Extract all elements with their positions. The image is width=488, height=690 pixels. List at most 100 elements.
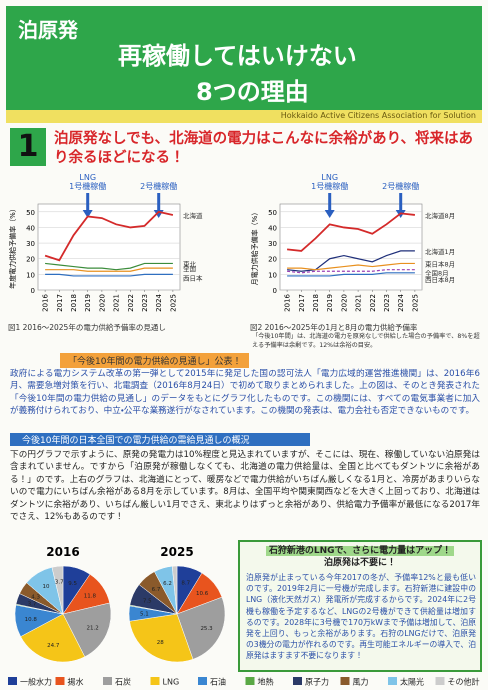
pie-slice [51, 565, 64, 615]
series-label: 北海道 [183, 211, 203, 220]
x-tick-label: 2020 [340, 294, 348, 312]
pie-chart: 2025 8.7 10.6 25.3 28 5.1 7.56.76.2 [128, 545, 226, 663]
series-label: 全国 [183, 264, 196, 273]
header-bar: Hokkaido Active Citizens Association for… [6, 110, 482, 123]
x-tick-label: 2016 [42, 293, 50, 311]
legend-swatch [245, 677, 255, 685]
legend-swatch [293, 677, 302, 685]
slice-label: 6.7 [152, 587, 161, 593]
annotation: 2号機稼働 [140, 181, 177, 191]
x-tick-label: 2021 [113, 294, 121, 312]
bar2-text: 今後10年間の日本全国での電力供給の需給見通しの概況 [22, 436, 250, 446]
y-tick-label: 0 [31, 287, 35, 295]
series-label: 全国8月 [425, 269, 449, 278]
y-tick-label: 30 [26, 240, 35, 248]
slice-label: 11.8 [84, 593, 97, 599]
legend-swatch [150, 677, 160, 685]
y-tick-label: 10 [268, 271, 277, 279]
slice-label: 3.7 [55, 580, 64, 586]
series-line [287, 262, 415, 271]
x-tick-label: 2017 [56, 294, 64, 312]
slice-label: 3.7 [28, 602, 37, 608]
annotation-arrowhead [82, 210, 93, 218]
note: 「今後10年間」は、北海道の電力を原発なしで供給した場合の予備率で、8%を超える… [252, 333, 480, 349]
legend-swatch [388, 677, 397, 685]
annotation: 1号機稼働 [69, 181, 106, 191]
legend-swatch [340, 677, 350, 685]
paragraph: 下の円グラフで示すように、原発の発電力は10%程度と見込まれていますが、そこには… [10, 450, 480, 523]
x-tick-label: 2022 [369, 294, 377, 312]
pie-slice [129, 613, 194, 663]
legend-swatch [198, 677, 207, 685]
line-chart: 0 10 20 30 40 50 2016 2017 2018 2019 2020 2021 2022 2… [250, 173, 455, 332]
series-label: 北海道8月 [425, 211, 455, 220]
legend: 一般水力 揚水 石炭 LNG 石油 地熱 原子力 風力 太陽光 その他計 [8, 677, 480, 687]
caption: 図2 2016～2025年の1月と8月の電力供給予備率 [250, 322, 418, 332]
y-tick-label: 20 [26, 256, 35, 264]
y-tick-label: 40 [26, 224, 35, 232]
x-tick-label: 2024 [397, 293, 405, 311]
x-tick-label: 2024 [155, 293, 163, 311]
slice-label: 8.7 [181, 581, 190, 587]
pie-chart: 2016 9.5 11.8 21.2 24.7 10.8 3.7 4.310 3.7 [14, 545, 112, 663]
x-tick-label: 2018 [70, 294, 78, 312]
pie-slice [176, 596, 226, 660]
legend-label: 風力 [353, 677, 369, 687]
bar2: 今後10年間の日本全国での電力供給の需給見通しの概況 [10, 433, 310, 446]
section-number: 1 [10, 128, 46, 166]
legend-label: 石炭 [115, 677, 131, 687]
slice-label: 10.6 [196, 591, 209, 597]
section-heading: 泊原発なしでも、北海道の電力はこんなに余裕があり、将来はあり余るほどになる！ [54, 131, 474, 166]
box-text: 泊原発が止まっている今年2017の冬が、予備率12%と最も低いのです。2019年… [246, 573, 476, 661]
pie-slice [62, 602, 112, 658]
label-box: 「今後10年間の電力供給の見通し」公表！ [60, 353, 250, 368]
x-tick-label: 2017 [298, 294, 306, 312]
y-axis-label: 年度電力供給予備率（%） [8, 205, 17, 289]
series-label: 西日本 [183, 273, 203, 282]
legend-label: 揚水 [68, 677, 84, 687]
slice-label: 24.7 [47, 643, 60, 649]
box: 石狩新港のLNGで、さらに電力量はアップ！ 泊原発は不要に！ 泊原発が止まってい… [238, 540, 482, 672]
slice-label: 6.2 [163, 581, 172, 587]
caption: 図1 2016～2025年の電力供給予備率の見通し [8, 322, 166, 332]
bar-text: Hokkaido Active Citizens Association for… [280, 111, 476, 120]
x-tick-label: 2021 [355, 294, 363, 312]
annotation: LNG [79, 173, 96, 182]
x-tick-label: 2025 [169, 294, 177, 312]
series-label: 東北 [183, 259, 197, 268]
series-line [287, 212, 415, 252]
y-tick-label: 30 [268, 240, 277, 248]
annotation: LNG [321, 173, 338, 182]
x-tick-label: 2023 [383, 294, 391, 312]
y-tick-label: 40 [268, 224, 277, 232]
series-line [44, 210, 174, 262]
y-tick-label: 10 [26, 271, 35, 279]
x-tick-label: 2019 [84, 294, 92, 312]
box-title-line: 石狩新港のLNGで、さらに電力量はアップ！ [265, 546, 455, 556]
legend-label: LNG [163, 678, 180, 687]
legend-swatch [55, 677, 65, 685]
series-line [45, 267, 173, 272]
box-title-line: 泊原発は不要に！ [323, 558, 396, 568]
slice-label: 28 [157, 640, 164, 646]
series-label: 北海道1月 [425, 247, 455, 256]
y-tick-label: 20 [268, 256, 277, 264]
legend-swatch [8, 677, 17, 685]
x-tick-label: 2025 [411, 294, 419, 312]
x-tick-label: 2023 [141, 294, 149, 312]
slice-label: 5.1 [140, 612, 149, 618]
x-tick-label: 2018 [312, 294, 320, 312]
x-tick-label: 2016 [284, 293, 292, 311]
series-line [287, 272, 415, 277]
pie-slice [171, 565, 178, 615]
y-tick-label: 0 [273, 287, 277, 295]
series-label: 東日本8月 [425, 259, 455, 268]
title-sub: 8つの理由 [196, 78, 309, 106]
legend-label: 石油 [210, 677, 226, 687]
box-title: 石狩新港のLNGで、さらに電力量はアップ！ 泊原発は不要に！ [240, 545, 480, 569]
slice-label: 10 [43, 584, 50, 590]
slice-label: 21.2 [86, 626, 98, 632]
annotation: 1号機稼働 [311, 181, 348, 191]
y-axis-label: 月電力供給予備率（%） [250, 209, 259, 286]
